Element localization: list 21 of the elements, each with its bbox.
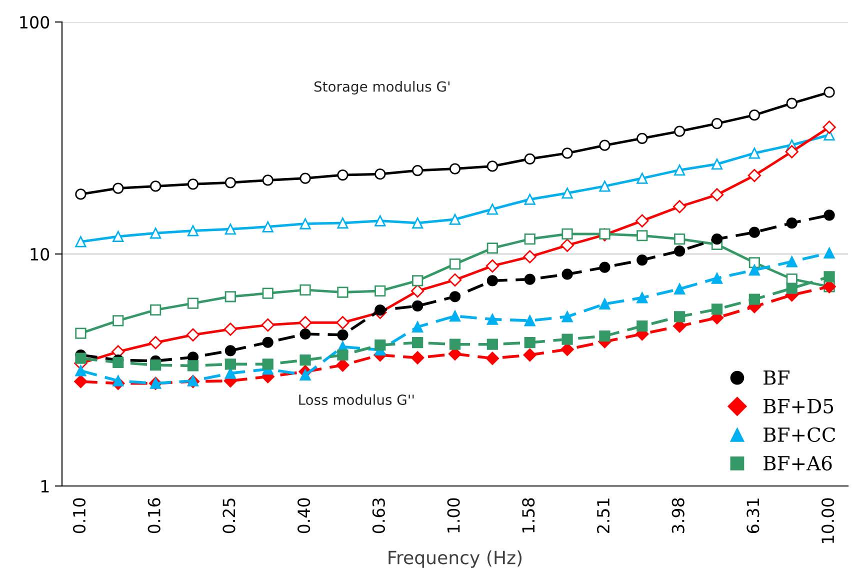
annotation: Storage modulus G' xyxy=(314,81,450,94)
x-tick-label: 0.16 xyxy=(148,498,160,534)
x-tick-label: 3.98 xyxy=(672,498,684,533)
legend-label: BF+D5 xyxy=(764,399,834,414)
y-tick-label: 10 xyxy=(30,248,50,261)
y-tick-label: 100 xyxy=(20,16,50,29)
x-tick-label: 0.40 xyxy=(298,498,310,534)
x-tick-label: 1.58 xyxy=(522,498,535,532)
y-tick-label: 1 xyxy=(41,480,49,492)
x-tick-label: 2.51 xyxy=(596,498,610,533)
x-tick-label: 6.31 xyxy=(746,498,760,534)
x-tick-label: 1.00 xyxy=(447,498,460,532)
legend-label: BF xyxy=(764,370,790,385)
x-tick-label: 0.10 xyxy=(72,498,86,534)
x-axis-title: Frequency (Hz) xyxy=(388,550,522,568)
x-tick-label: 0.25 xyxy=(222,498,236,534)
annotation: Loss modulus G'' xyxy=(299,394,414,405)
x-tick-label: 0.63 xyxy=(372,498,385,534)
x-tick-label: 10.00 xyxy=(822,498,834,543)
legend-label: BF+A6 xyxy=(764,456,832,471)
legend-label: BF+CC xyxy=(764,427,836,442)
